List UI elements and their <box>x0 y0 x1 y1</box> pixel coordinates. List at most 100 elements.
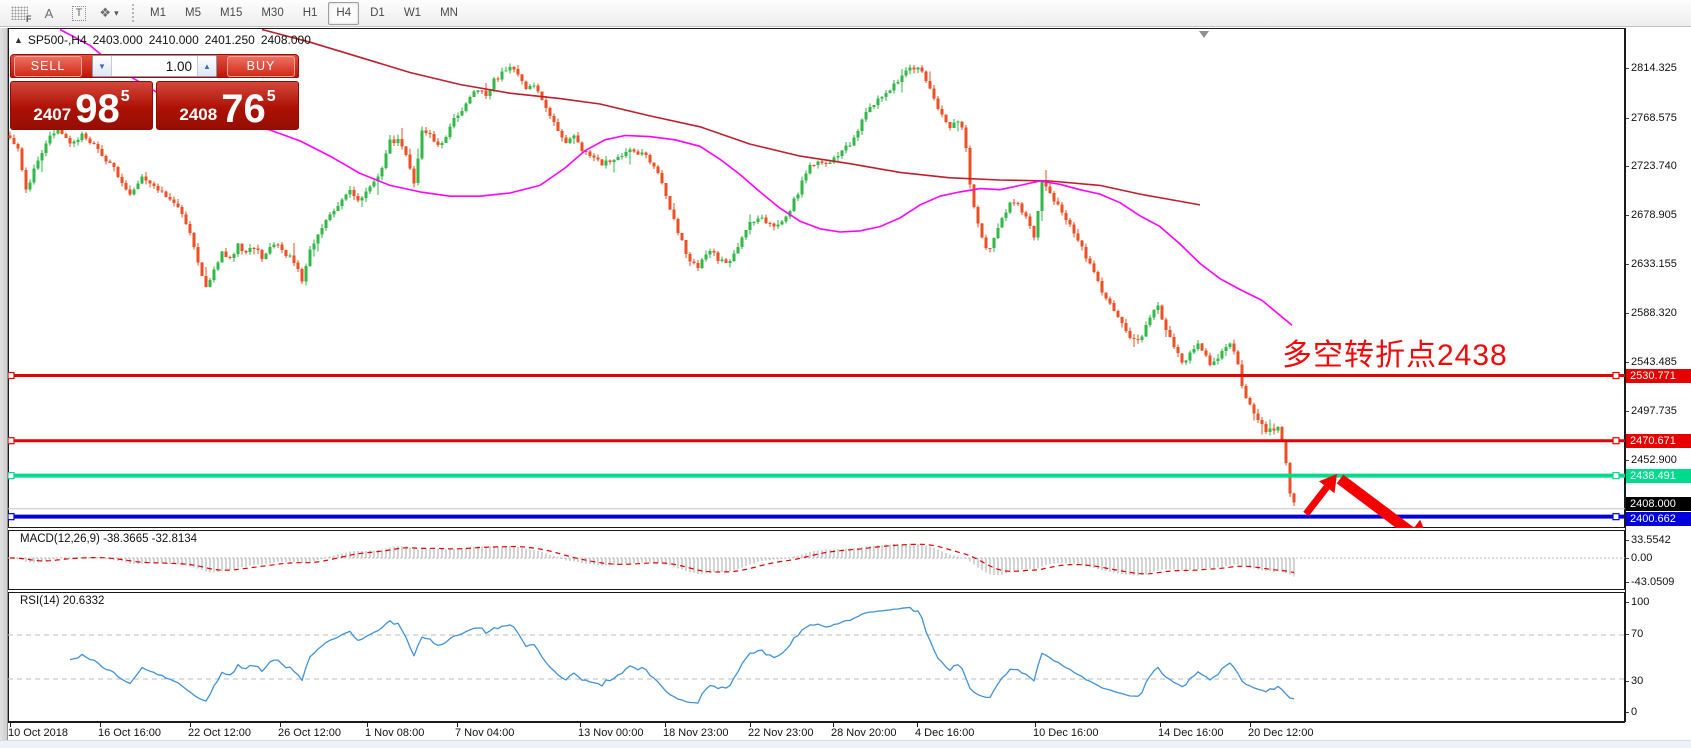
time-axis-label: 10 Oct 2018 <box>8 727 68 739</box>
axis-tick <box>1626 540 1629 541</box>
time-axis-tick <box>457 723 458 727</box>
bid-price-big: 98 <box>75 87 120 132</box>
text-icon[interactable]: A <box>44 5 54 21</box>
macd-axis-label: 0.00 <box>1631 552 1653 564</box>
ohlc-low: 2401.250 <box>204 33 255 47</box>
macd-panel-canvas[interactable] <box>8 530 1625 590</box>
time-axis-label: 13 Nov 00:00 <box>578 727 644 739</box>
fast-ma-line <box>59 28 1293 326</box>
slow-ma-line <box>261 28 1201 206</box>
top-toolbar: F A T ❖ ▾ M1 M5 M15 M30 H1 H4 D1 W1 MN <box>0 0 1691 27</box>
line-handle[interactable] <box>1612 437 1620 445</box>
axis-tick <box>1626 634 1629 635</box>
time-axis-tick <box>1160 723 1161 727</box>
axis-tick <box>1626 712 1629 713</box>
line-handle[interactable] <box>1612 472 1620 480</box>
time-axis-label: 14 Dec 16:00 <box>1158 727 1224 739</box>
price-axis-label: 2588.320 <box>1631 307 1677 319</box>
price-axis-label: 2497.735 <box>1631 405 1677 417</box>
axis-tick <box>1626 117 1629 119</box>
price-axis[interactable]: 2814.325 2768.575 2723.740 2678.905 2633.155… <box>1625 28 1691 722</box>
timeframe-button-m30[interactable]: M30 <box>261 7 284 19</box>
sell-button[interactable]: SELL <box>14 55 82 77</box>
bid-price-display[interactable]: 2407 98 5 <box>10 81 153 130</box>
symbol-ohlc-header: ▲ SP500-,H4 2403.000 2410.000 2401.250 2408.0… <box>14 33 317 47</box>
price-axis-label: 2723.740 <box>1631 160 1677 172</box>
timeframe-button-m1[interactable]: M1 <box>150 7 166 19</box>
trend-arrow-head[interactable] <box>1319 474 1337 494</box>
timeframe-button-m15[interactable]: M15 <box>219 7 243 19</box>
ohlc-close: 2408.000 <box>260 33 311 47</box>
trend-arrow-head[interactable] <box>1402 519 1432 528</box>
time-axis-tick <box>750 723 751 727</box>
arrows-tool-icon[interactable]: ❖ ▾ <box>99 5 119 20</box>
axis-tick <box>1626 558 1629 559</box>
rsi-axis-label: 100 <box>1631 596 1650 608</box>
macd-indicator-header: MACD(12,26,9) -38.3665 -32.8134 <box>20 533 198 545</box>
chart-shift-marker-icon[interactable] <box>1199 31 1209 38</box>
trend-arrow-shaft[interactable] <box>1336 474 1415 528</box>
time-axis-label: 1 Nov 08:00 <box>365 727 425 739</box>
line-handle[interactable] <box>8 513 15 521</box>
price-axis-label: 2633.155 <box>1631 258 1677 270</box>
chart-annotation-text[interactable]: 多空转折点2438 <box>1282 339 1508 372</box>
time-axis-tick <box>190 723 191 727</box>
trade-panel-top-row: SELL ▼ ▲ BUY <box>10 54 299 78</box>
window-edge <box>0 28 8 748</box>
pattern-f-icon[interactable]: F <box>6 2 32 24</box>
time-axis-label: 22 Nov 23:00 <box>748 727 814 739</box>
price-chart-canvas[interactable] <box>8 28 1625 528</box>
axis-tick <box>1626 313 1629 314</box>
volume-input[interactable] <box>112 56 197 76</box>
time-axis-tick <box>280 723 281 727</box>
buy-button[interactable]: BUY <box>227 55 295 77</box>
price-axis-label: 2814.325 <box>1631 62 1677 74</box>
text-label-icon[interactable]: T <box>66 2 92 24</box>
ohlc-open: 2403.000 <box>92 33 143 47</box>
macd-signal-line <box>10 543 1295 575</box>
price-axis-label: 2543.485 <box>1631 356 1677 368</box>
timeframe-button-h1[interactable]: H1 <box>302 7 318 19</box>
timeframe-button-d1[interactable]: D1 <box>370 7 385 19</box>
axis-tick <box>1626 215 1629 216</box>
line-handle[interactable] <box>8 472 15 480</box>
time-axis[interactable]: 10 Oct 2018 16 Oct 16:00 22 Oct 12:00 26 Oc… <box>8 722 1625 740</box>
time-axis-tick <box>367 723 368 727</box>
time-axis-tick <box>665 723 666 727</box>
price-axis-label: 2678.905 <box>1631 209 1677 221</box>
status-strip <box>0 740 1691 748</box>
axis-tick <box>1626 411 1629 412</box>
ask-price-pip: 5 <box>266 88 276 105</box>
time-axis-label: 10 Dec 16:00 <box>1033 727 1099 739</box>
timeframe-button-mn[interactable]: MN <box>440 7 458 19</box>
trend-arrow-shaft[interactable] <box>1303 485 1330 517</box>
time-axis-tick <box>1035 723 1036 727</box>
line-handle[interactable] <box>8 437 15 445</box>
volume-increase-button[interactable]: ▲ <box>197 56 216 76</box>
panel-collapse-icon[interactable]: ▲ <box>14 35 23 45</box>
macd-axis-label: -43.0509 <box>1631 576 1675 588</box>
ask-price-display[interactable]: 2408 76 5 <box>156 81 299 130</box>
time-axis-tick <box>833 723 834 727</box>
ohlc-high: 2410.000 <box>148 33 199 47</box>
timeframe-button-m5[interactable]: M5 <box>184 7 201 19</box>
bearish-candle-bodies <box>8 67 1296 503</box>
timeframe-button-h4[interactable]: H4 <box>328 1 360 25</box>
rsi-panel-canvas[interactable] <box>8 592 1625 722</box>
time-axis-tick <box>10 723 11 727</box>
chart-window[interactable]: ▲ SP500-,H4 2403.000 2410.000 2401.250 2408.0… <box>8 28 1691 748</box>
time-axis-label: 4 Dec 16:00 <box>915 727 975 739</box>
line-handle[interactable] <box>1612 371 1620 380</box>
line-handle[interactable] <box>1612 513 1620 521</box>
price-axis-label: 2452.900 <box>1631 454 1677 466</box>
timeframe-button-w1[interactable]: W1 <box>403 7 422 19</box>
time-axis-tick <box>1250 723 1251 727</box>
time-axis-tick <box>917 723 918 727</box>
macd-axis-label: 33.5542 <box>1631 534 1671 546</box>
axis-tick <box>1626 68 1629 69</box>
dropdown-caret-icon[interactable]: ▾ <box>114 7 119 18</box>
price-badge: 2400.662 <box>1626 511 1691 526</box>
line-handle[interactable] <box>8 371 15 380</box>
time-axis-label: 18 Nov 23:00 <box>663 727 729 739</box>
volume-decrease-button[interactable]: ▼ <box>93 56 112 76</box>
